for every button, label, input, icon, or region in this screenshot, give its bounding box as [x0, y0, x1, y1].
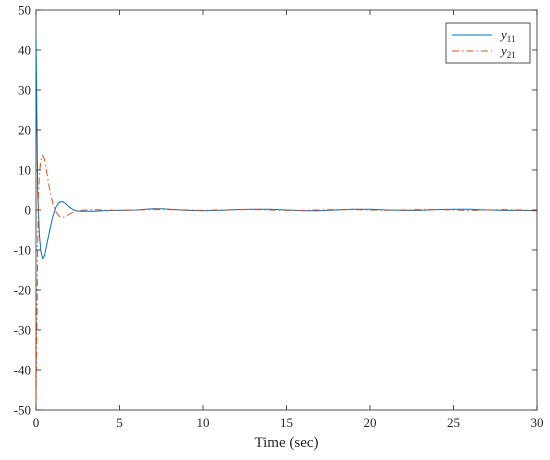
- y-tick-label: 50: [18, 3, 31, 18]
- legend-label-subscript: 11: [507, 34, 516, 44]
- y-tick-label: -30: [14, 323, 31, 338]
- x-tick-label: 0: [33, 415, 40, 430]
- y-tick-label: -40: [14, 363, 31, 378]
- x-tick-label: 5: [116, 415, 123, 430]
- series-line-y11: [36, 37, 537, 260]
- x-tick-label: 25: [447, 415, 460, 430]
- y-tick-label: 30: [18, 83, 31, 98]
- x-tick-label: 15: [280, 415, 293, 430]
- legend-label-y21: y21: [499, 43, 516, 60]
- legend-box: [445, 22, 531, 64]
- y-tick-label: 10: [18, 163, 31, 178]
- y-tick-label: 40: [18, 43, 31, 58]
- x-tick-label: 30: [531, 415, 544, 430]
- y-tick-label: -50: [14, 403, 31, 418]
- x-tick-label: 10: [197, 415, 210, 430]
- series-line-y21: [36, 154, 537, 403]
- y-tick-label: -20: [14, 283, 31, 298]
- y-tick-label: 0: [25, 203, 32, 218]
- legend-label-y11: y11: [499, 27, 515, 44]
- legend-label-base: y: [499, 43, 507, 58]
- legend-label-base: y: [499, 27, 507, 42]
- y-axis-ticks: 50 40 30 20 10 0 -10 -20 -30 -40 -50: [14, 3, 537, 418]
- x-tick-label: 20: [364, 415, 377, 430]
- x-axis-ticks: 0 5 10 15 20 25 30: [33, 10, 544, 430]
- plot-area: [35, 9, 538, 411]
- legend-label-subscript: 21: [507, 50, 516, 60]
- x-axis-label: Time (sec): [254, 435, 318, 451]
- y-tick-label: 20: [18, 123, 31, 138]
- y-tick-label: -10: [14, 243, 31, 258]
